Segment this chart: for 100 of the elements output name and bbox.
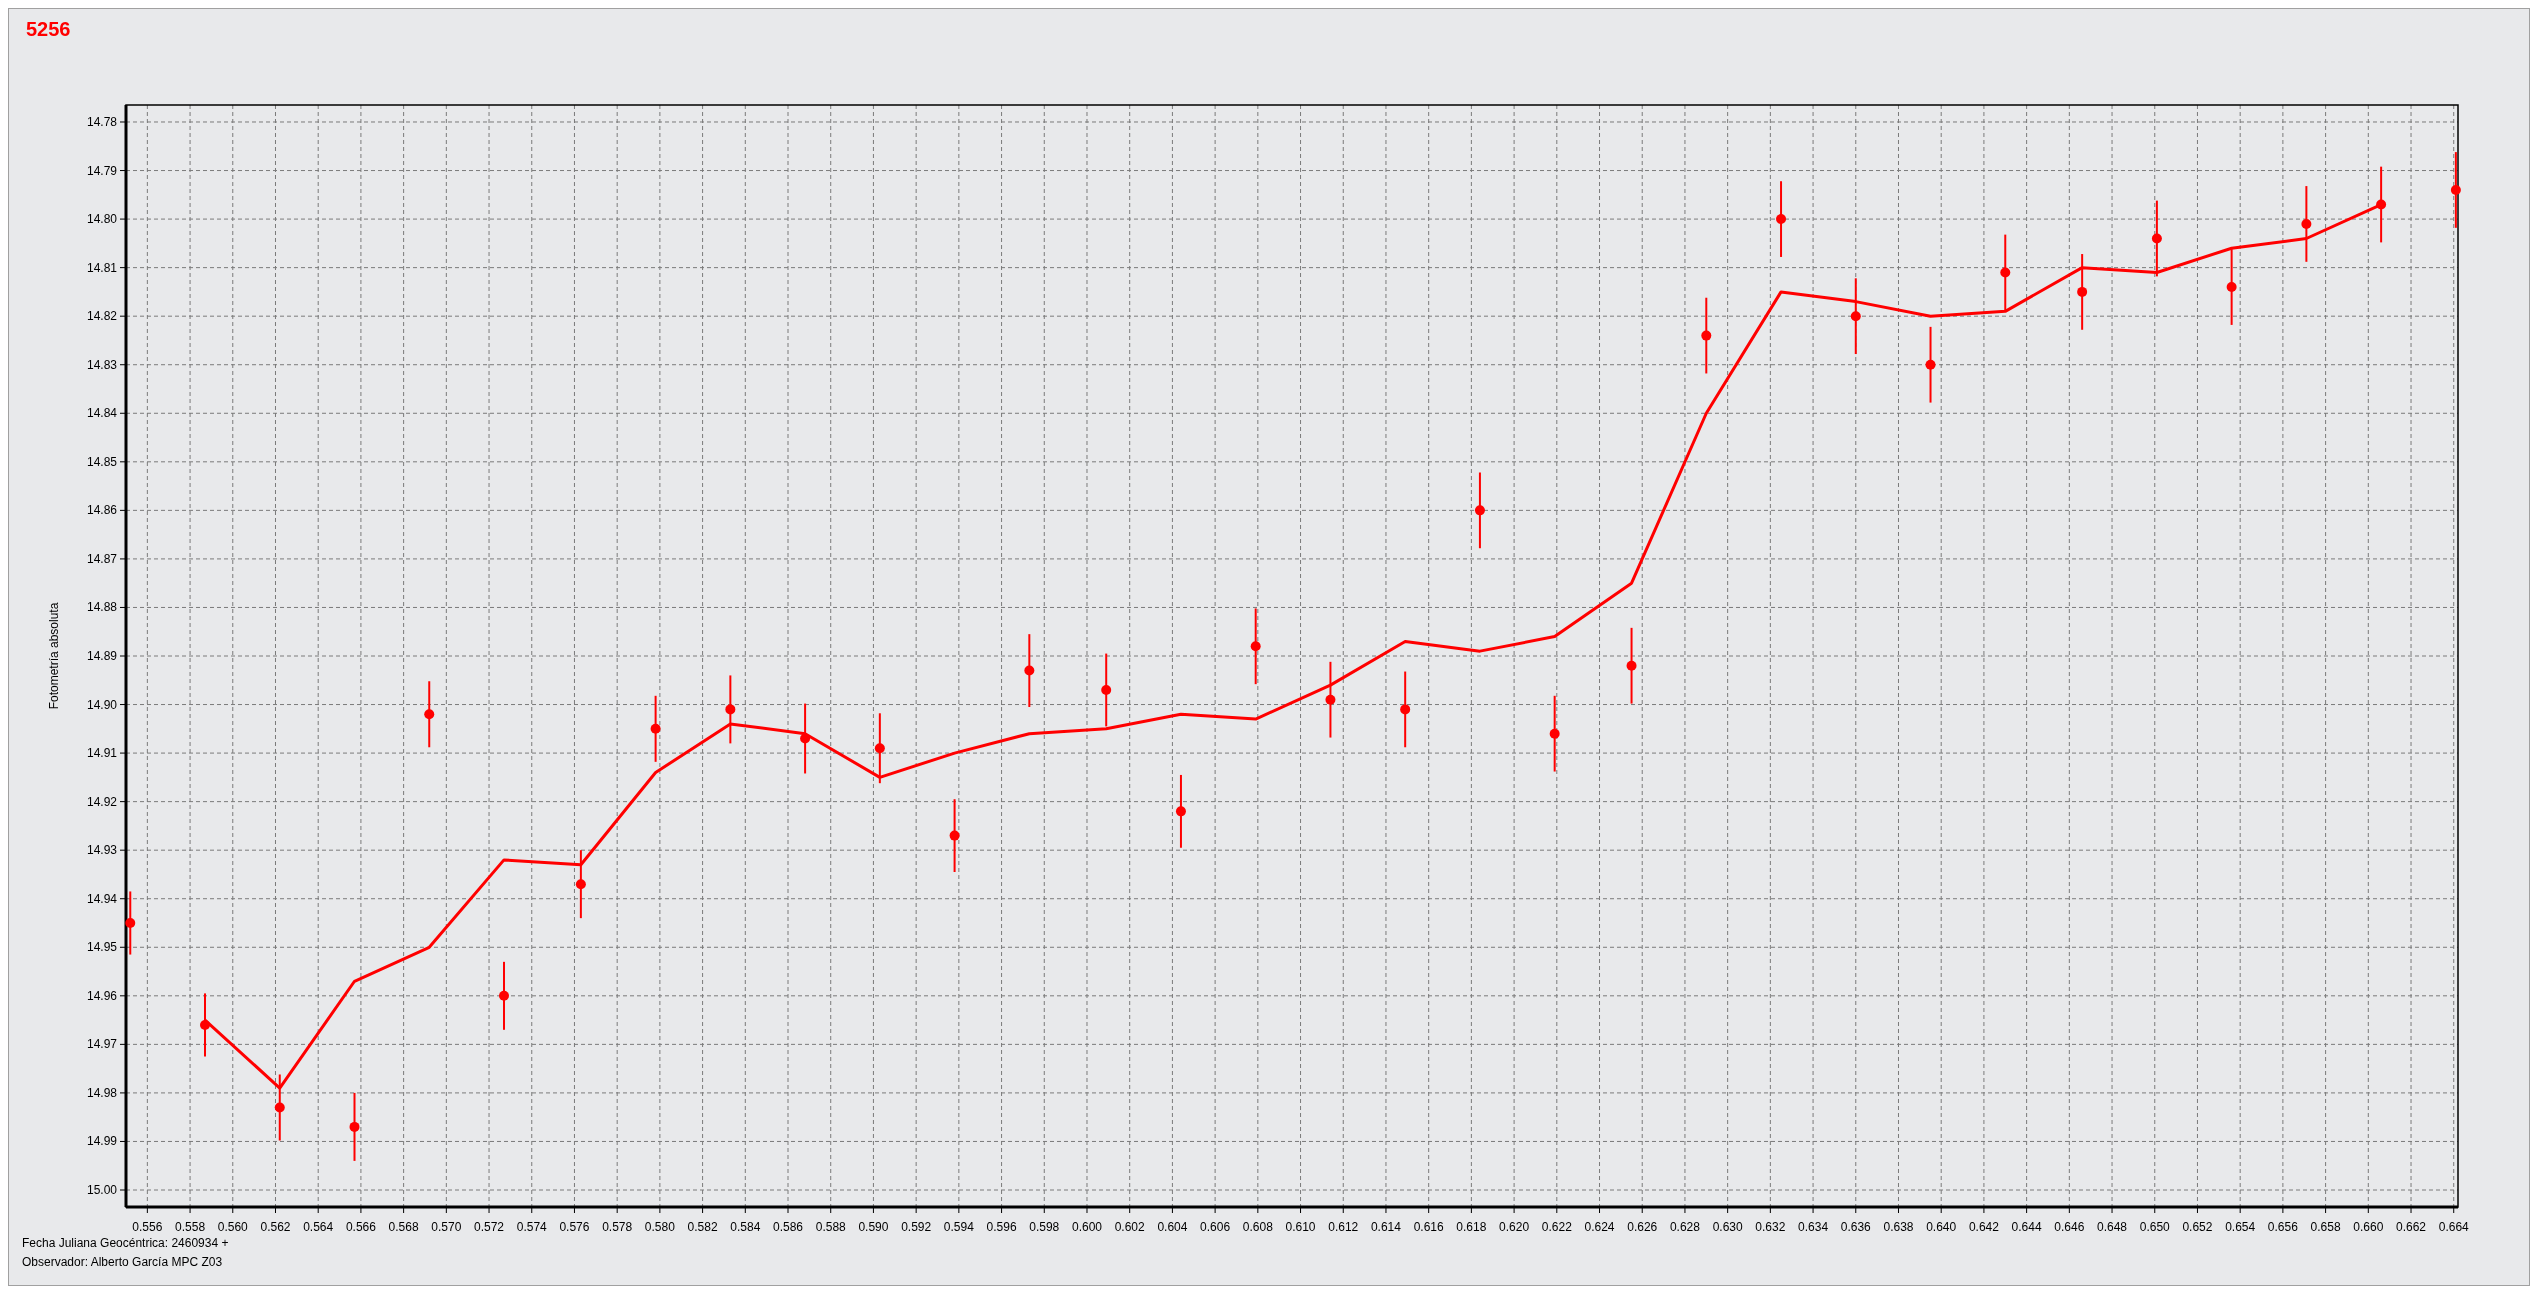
x-tick-label: 0.586 [773,1220,804,1234]
x-tick-label: 0.646 [2054,1220,2085,1234]
x-tick-label: 0.626 [1627,1220,1658,1234]
x-tick-label: 0.650 [2139,1220,2171,1234]
y-tick-label: 14.85 [86,454,118,469]
point [650,723,661,734]
y-tick-label: 14.78 [86,114,118,129]
point [1626,660,1637,671]
point [2226,282,2237,293]
x-tick-label: 0.564 [303,1220,334,1234]
x-tick-label: 0.582 [687,1220,718,1234]
x-tick-label: 0.632 [1755,1220,1786,1234]
point [1776,214,1787,225]
point [2000,267,2011,278]
x-tick-label: 0.558 [175,1220,206,1234]
y-axis-title: Fotometría absoluta [47,602,61,710]
x-tick-label: 0.602 [1114,1220,1146,1234]
x-tick-label: 0.652 [2182,1220,2213,1234]
x-tick-label: 0.594 [943,1220,975,1234]
x-tick-label: 0.654 [2225,1220,2256,1234]
x-tick-label: 0.556 [132,1220,163,1234]
y-tick-label: 14.83 [86,357,118,372]
point [1400,704,1411,715]
point [498,990,509,1001]
y-tick-label: 14.97 [86,1037,118,1052]
point [2450,184,2461,195]
chart-title: 5256 [26,18,71,40]
point [1474,505,1485,516]
y-tick-label: 14.94 [86,891,118,906]
y-tick-label: 14.92 [86,794,118,809]
x-tick-label: 0.648 [2097,1220,2128,1234]
point [1549,728,1560,739]
x-tick-label: 0.630 [1712,1220,1743,1234]
point [424,709,435,720]
x-tick-label: 0.560 [217,1220,249,1234]
y-tick-label: 14.86 [86,503,118,518]
x-tick-label: 0.572 [474,1220,505,1234]
x-tick-label: 0.660 [2353,1220,2384,1234]
x-tick-label: 0.664 [2438,1220,2470,1234]
y-tick-label: 14.95 [86,940,118,955]
point [274,1102,285,1113]
point [1175,806,1186,817]
x-tick-label: 0.608 [1242,1220,1274,1234]
x-tick-label: 0.662 [2396,1220,2427,1234]
y-tick-label: 14.93 [86,843,118,858]
x-tick-label: 0.640 [1926,1220,1957,1234]
y-tick-label: 14.90 [86,697,118,712]
x-tick-label: 0.562 [260,1220,291,1234]
point [1325,694,1336,705]
y-tick-label: 14.80 [86,212,118,227]
point [949,830,960,841]
x-tick-label: 0.568 [388,1220,419,1234]
x-tick-label: 0.644 [2011,1220,2042,1234]
x-tick-label: 0.604 [1157,1220,1188,1234]
x-tick-label: 0.598 [1029,1220,1060,1234]
point [2151,233,2162,244]
x-tick-label: 0.578 [602,1220,633,1234]
point [2301,218,2312,229]
x-tick-label: 0.658 [2310,1220,2341,1234]
x-tick-label: 0.642 [1968,1220,2000,1234]
x-tick-label: 0.570 [431,1220,462,1234]
x-tick-label: 0.620 [1499,1220,1530,1234]
x-tick-label: 0.610 [1285,1220,1316,1234]
y-tick-label: 14.96 [86,988,118,1003]
y-tick-label: 14.82 [86,309,118,324]
point [2077,286,2088,297]
y-tick-label: 14.91 [86,746,118,761]
x-tick-label: 0.576 [559,1220,590,1234]
y-tick-label: 14.81 [86,260,118,275]
x-tick-label: 0.614 [1370,1220,1402,1234]
y-tick-label: 14.99 [86,1134,118,1149]
x-tick-label: 0.574 [516,1220,548,1234]
x-tick-label: 0.584 [730,1220,761,1234]
x-tick-label: 0.616 [1413,1220,1445,1234]
x-tick-label: 0.622 [1541,1220,1573,1234]
y-tick-label: 14.89 [86,649,118,663]
x-tick-label: 0.618 [1456,1220,1487,1234]
x-tick-label: 0.600 [1071,1220,1103,1234]
x-tick-label: 0.656 [2267,1220,2299,1234]
x-tick-label: 0.634 [1798,1220,1829,1234]
x-tick-label: 0.606 [1200,1220,1231,1234]
y-tick-label: 14.88 [86,600,118,615]
point [1701,330,1712,341]
y-tick-label: 14.79 [86,163,118,178]
y-tick-label: 14.84 [86,406,118,421]
x-tick-label: 0.612 [1328,1220,1359,1234]
y-tick-label: 14.87 [86,551,118,566]
x-tick-label: 0.638 [1883,1220,1914,1234]
x-tick-label: 0.580 [644,1220,676,1234]
x-tick-label: 0.596 [986,1220,1017,1234]
x-tick-label: 0.624 [1584,1220,1615,1234]
point [125,918,136,928]
x-tick-label: 0.566 [345,1220,377,1234]
point [1925,359,1936,370]
y-tick-label: 14.98 [86,1085,118,1100]
point [874,743,885,754]
point [725,704,736,715]
x-tick-label: 0.636 [1840,1220,1872,1234]
point [1250,641,1261,652]
text: Fecha Juliana Geocéntrica: 2460934 + [22,1236,229,1250]
